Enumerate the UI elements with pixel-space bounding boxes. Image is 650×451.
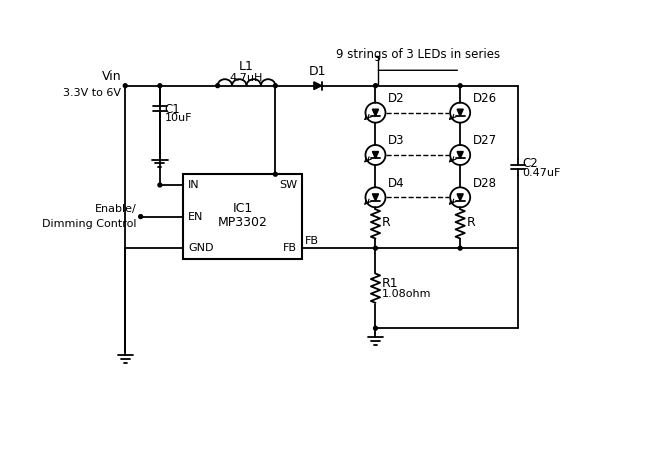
Text: 4.7uH: 4.7uH bbox=[230, 73, 263, 83]
Circle shape bbox=[216, 84, 220, 87]
Circle shape bbox=[458, 246, 462, 250]
Text: SW: SW bbox=[279, 180, 297, 190]
Text: FB: FB bbox=[283, 243, 297, 253]
FancyBboxPatch shape bbox=[183, 174, 302, 259]
Text: R: R bbox=[382, 216, 391, 229]
Polygon shape bbox=[457, 152, 463, 158]
Text: 9 strings of 3 LEDs in series: 9 strings of 3 LEDs in series bbox=[336, 48, 500, 61]
Text: 1.08ohm: 1.08ohm bbox=[382, 290, 431, 299]
Text: D26: D26 bbox=[473, 92, 497, 105]
Circle shape bbox=[374, 327, 378, 330]
Text: C2: C2 bbox=[523, 156, 538, 170]
Text: IC1: IC1 bbox=[233, 202, 253, 216]
Text: D1: D1 bbox=[309, 65, 326, 78]
Text: 3.3V to 6V: 3.3V to 6V bbox=[64, 88, 122, 98]
Circle shape bbox=[274, 84, 278, 87]
Circle shape bbox=[374, 246, 378, 250]
Text: D4: D4 bbox=[388, 177, 404, 189]
Text: EN: EN bbox=[188, 212, 203, 221]
Text: FB: FB bbox=[305, 236, 318, 246]
Polygon shape bbox=[372, 109, 378, 116]
Text: Vin: Vin bbox=[102, 70, 122, 83]
Circle shape bbox=[158, 84, 162, 87]
Text: D28: D28 bbox=[473, 177, 497, 189]
Circle shape bbox=[138, 215, 142, 219]
Polygon shape bbox=[372, 194, 378, 201]
Text: MP3302: MP3302 bbox=[218, 216, 268, 229]
Text: D3: D3 bbox=[388, 134, 404, 147]
Text: L1: L1 bbox=[239, 60, 254, 74]
Polygon shape bbox=[314, 82, 322, 90]
Text: Dimming Control: Dimming Control bbox=[42, 219, 136, 229]
Text: R: R bbox=[466, 216, 475, 229]
Circle shape bbox=[158, 183, 162, 187]
Text: 0.47uF: 0.47uF bbox=[523, 168, 561, 178]
Polygon shape bbox=[372, 152, 378, 158]
Text: IN: IN bbox=[188, 180, 200, 190]
Text: R1: R1 bbox=[382, 277, 398, 290]
Circle shape bbox=[124, 84, 127, 87]
Circle shape bbox=[458, 84, 462, 87]
Text: Enable/: Enable/ bbox=[95, 204, 136, 214]
Text: 10uF: 10uF bbox=[164, 113, 192, 123]
Text: GND: GND bbox=[188, 243, 214, 253]
Circle shape bbox=[274, 172, 278, 176]
Polygon shape bbox=[457, 194, 463, 201]
Circle shape bbox=[374, 84, 378, 87]
Text: D2: D2 bbox=[388, 92, 404, 105]
Polygon shape bbox=[457, 109, 463, 116]
Text: C1: C1 bbox=[164, 103, 180, 115]
Text: D27: D27 bbox=[473, 134, 497, 147]
